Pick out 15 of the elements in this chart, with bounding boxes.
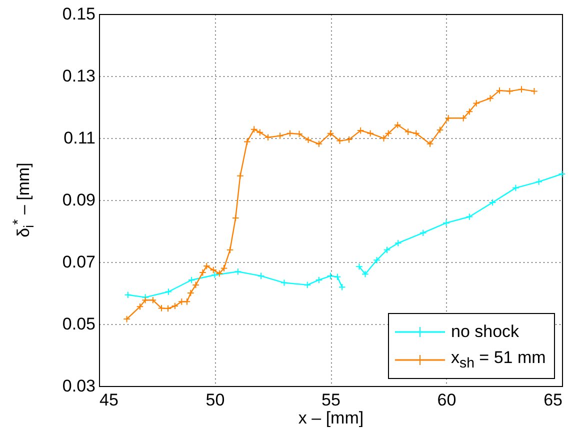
y-tick-label: 0.03 [62, 376, 96, 396]
x-axis-title: x – [mm] [298, 408, 364, 428]
y-tick-label: 0.13 [62, 66, 96, 86]
legend-label: no shock [451, 322, 520, 342]
x-tick-label: 55 [322, 390, 340, 410]
x-tick-label: 60 [437, 390, 456, 410]
y-tick-label: 0.09 [62, 190, 96, 210]
x-tick-label: 45 [100, 390, 118, 410]
y-tick-label: 0.05 [62, 314, 96, 334]
legend-label: x$_{sh}$ = 51 mm [451, 348, 546, 372]
x-tick-label: 65 [544, 390, 562, 410]
y-tick-label: 0.11 [64, 128, 96, 148]
y-tick-label: 0.07 [62, 252, 96, 272]
y-tick-label: 0.15 [62, 4, 96, 24]
x-tick-label: 50 [206, 390, 225, 410]
